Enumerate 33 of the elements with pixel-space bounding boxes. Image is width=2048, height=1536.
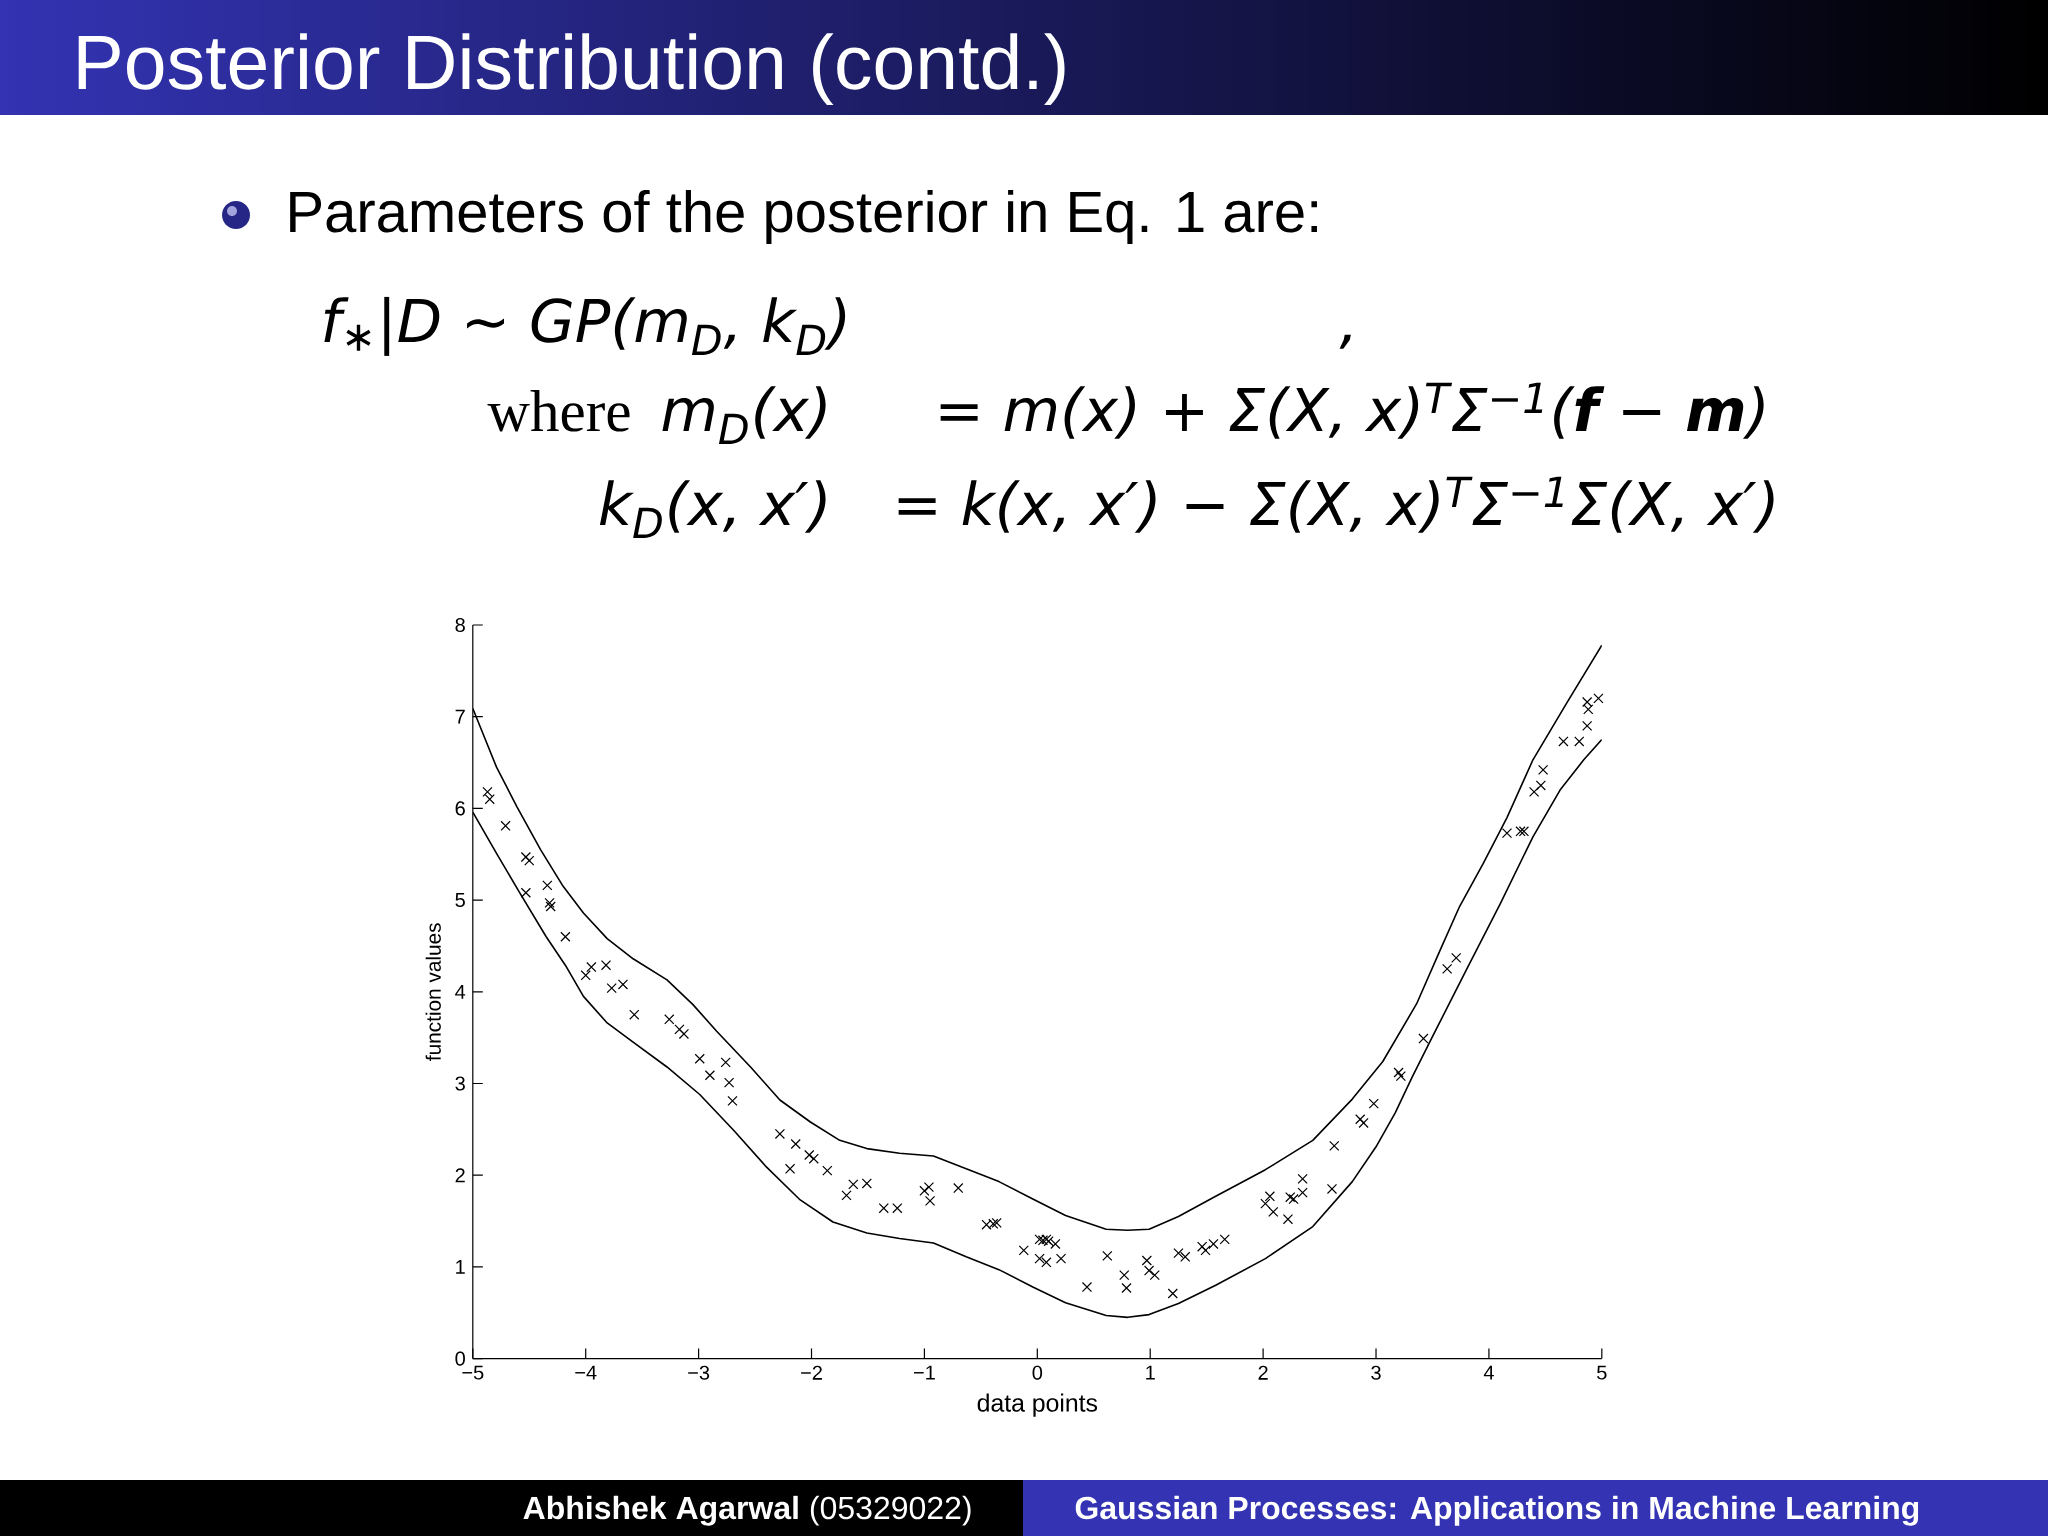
text: Gaussian Processes: Applications in Machine Learning (1075, 1495, 1919, 1526)
y-tick-label: 0 (455, 1351, 465, 1366)
y-tick-label: 3 (455, 1076, 465, 1091)
x-tick-label: −5 (462, 1365, 484, 1380)
text: m$_{D}$(x) (662, 386, 826, 444)
text: where (487, 390, 630, 432)
y-tick-label: 4 (455, 984, 466, 999)
chart-title: Posterior Distribution (contd.) (78, 33, 1065, 105)
y-tick-label: 2 (455, 1168, 465, 1183)
text: Abhishek Agarwal (05329022) (523, 1495, 971, 1526)
x-tick-label: −4 (575, 1365, 597, 1380)
text: , (1339, 334, 1351, 349)
x-tick-label: 4 (1483, 1365, 1494, 1380)
x-tick-label: 2 (1258, 1365, 1268, 1380)
x-tick-label: 3 (1371, 1365, 1381, 1380)
text: = k(x, x′) − Σ(X, x)$^{T}$Σ$^{−1}$Σ(X, x′) (898, 476, 1774, 533)
x-tick-label: 1 (1146, 1365, 1155, 1380)
y-tick-label: 1 (456, 1260, 465, 1274)
text: = m(x) + Σ(X, x)$^{T}$Σ$^{−1}$(f − m) (940, 382, 1764, 439)
x-tick-label: −1 (913, 1365, 935, 1380)
text: f$_{∗}$|D ∼ GP(m$_{D}$, k$_{D}$) (324, 296, 846, 356)
y-tick-label: 8 (455, 617, 465, 633)
y-tick-label: 6 (455, 801, 465, 816)
x-tick-label: −3 (688, 1365, 710, 1380)
y-axis-title: function values (425, 923, 441, 1061)
x-axis-title: data points (977, 1393, 1098, 1417)
y-tick-label: 7 (455, 709, 465, 724)
x-tick-label: −2 (801, 1365, 822, 1380)
y-tick-label: 5 (455, 893, 465, 908)
text: k$_{D}$(x, x′) (599, 480, 826, 538)
text: Parameters of the posterior in Eq. 1 are: (290, 189, 1317, 245)
x-tick-label: 0 (1032, 1365, 1043, 1380)
x-tick-label: 5 (1597, 1365, 1607, 1380)
